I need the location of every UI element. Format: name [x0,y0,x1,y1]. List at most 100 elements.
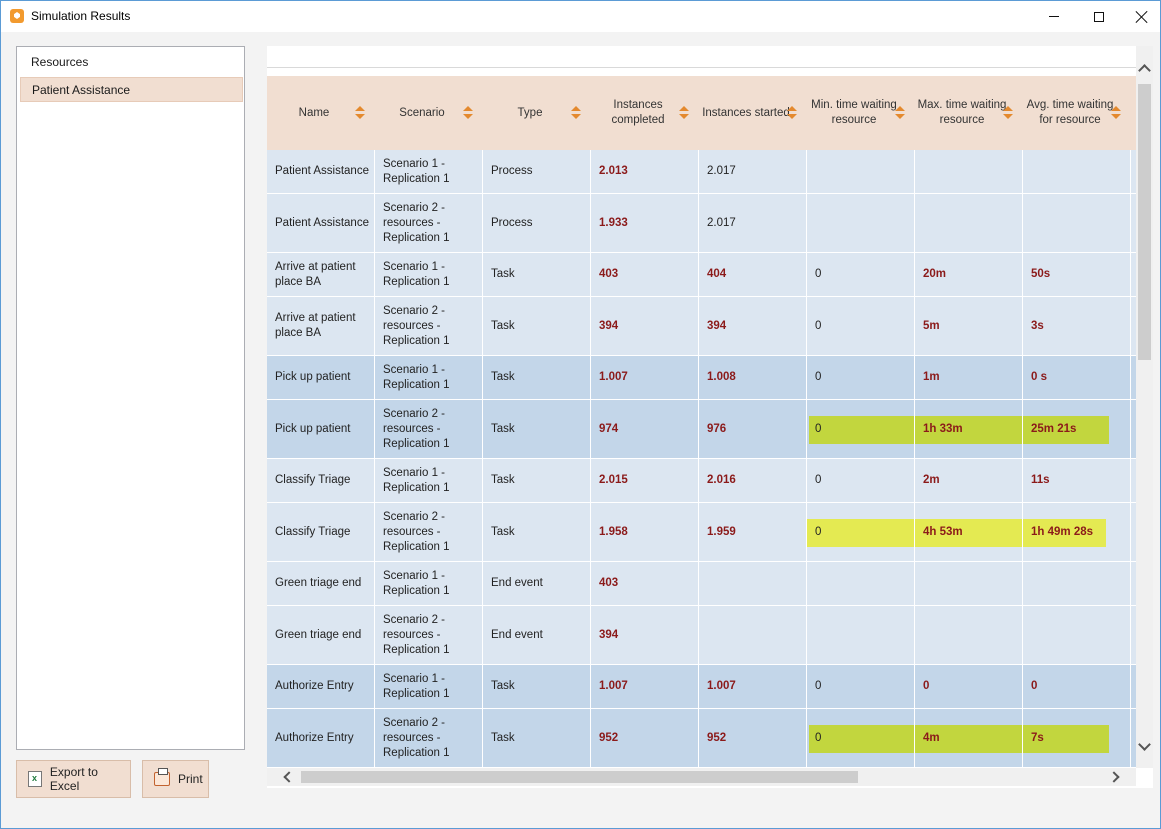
cell-completed: 1.007 [591,665,699,708]
cell-scenario: Scenario 1 - Replication 1 [375,356,483,399]
cell-max-wait [915,194,1023,252]
cell-scenario: Scenario 2 - resources - Replication 1 [375,400,483,458]
sort-icon[interactable] [787,106,797,120]
cell-avg-wait: 11s [1023,459,1131,502]
cell-min-wait [807,606,915,664]
table-row[interactable]: Authorize Entry Scenario 1 - Replication … [267,665,1137,708]
cell-type: Task [483,297,591,355]
column-header-label: Min. time waiting resource [811,99,897,126]
cell-started: 2.017 [699,194,807,252]
cell-max-wait: 4h 53m [915,503,1023,561]
cell-completed: 2.015 [591,459,699,502]
column-header-completed[interactable]: Instances completed [591,76,699,150]
highlight-band [809,725,1109,753]
column-header-label: Name [298,106,330,119]
sort-icon[interactable] [571,106,581,120]
app-logo-icon [10,9,24,23]
cell-min-wait: 0 [807,709,915,767]
sidebar-item-resources[interactable]: Resources [31,55,89,69]
cell-name: Pick up patient [267,356,375,399]
cell-type: Task [483,665,591,708]
column-header-type[interactable]: Type [483,76,591,150]
cell-scenario: Scenario 2 - resources - Replication 1 [375,606,483,664]
close-button[interactable] [1119,1,1161,32]
scroll-right-icon[interactable] [1108,771,1120,783]
minimize-button[interactable] [1031,1,1077,32]
cell-type: End event [483,562,591,605]
results-grid: Name Scenario Type Instances completed Insta… [267,46,1153,788]
table-row[interactable]: Arrive at patient place BA Scenario 1 - R… [267,253,1137,296]
table-row[interactable]: Arrive at patient place BA Scenario 2 - r… [267,297,1137,355]
cell-name: Arrive at patient place BA [267,253,375,296]
cell-max-wait [915,606,1023,664]
cell-name: Patient Assistance [267,194,375,252]
table-row[interactable]: Pick up patient Scenario 2 - resources - … [267,400,1137,458]
column-header-min-wait[interactable]: Min. time waiting resource [807,76,915,150]
cell-name: Arrive at patient place BA [267,297,375,355]
cell-avg-wait: 3s [1023,297,1131,355]
cell-name: Green triage end [267,562,375,605]
print-button[interactable]: Print [142,760,209,798]
cell-type: Task [483,400,591,458]
table-row[interactable]: Authorize Entry Scenario 2 - resources - … [267,709,1137,767]
cell-max-wait [915,562,1023,605]
excel-icon [28,771,42,787]
cell-scenario: Scenario 1 - Replication 1 [375,459,483,502]
cell-started: 394 [699,297,807,355]
column-header-avg-wait[interactable]: Avg. time waiting for resource [1023,76,1131,150]
cell-scenario: Scenario 2 - resources - Replication 1 [375,194,483,252]
cell-avg-wait: 7s [1023,709,1131,767]
table-row[interactable]: Green triage end Scenario 1 - Replication… [267,562,1137,605]
minimize-icon [1049,16,1059,17]
column-header-max-wait[interactable]: Max. time waiting resource [915,76,1023,150]
column-header-started[interactable]: Instances started [699,76,807,150]
column-header-name[interactable]: Name [267,76,375,150]
sort-icon[interactable] [463,106,473,120]
cell-min-wait: 0 [807,400,915,458]
cell-type: Process [483,150,591,193]
cell-avg-wait [1023,150,1131,193]
export-button-label: Export to Excel [49,765,98,793]
cell-type: Task [483,459,591,502]
cell-scenario: Scenario 2 - resources - Replication 1 [375,709,483,767]
sort-icon[interactable] [679,106,689,120]
cell-started: 1.008 [699,356,807,399]
cell-type: Process [483,194,591,252]
table-row[interactable]: Patient Assistance Scenario 2 - resources… [267,194,1137,252]
cell-min-wait [807,562,915,605]
horizontal-scroll-thumb[interactable] [301,771,858,783]
sort-icon[interactable] [1003,106,1013,120]
scroll-up-icon[interactable] [1138,64,1151,77]
cell-min-wait: 0 [807,297,915,355]
cell-type: Task [483,503,591,561]
sort-icon[interactable] [895,106,905,120]
table-row[interactable]: Pick up patient Scenario 1 - Replication … [267,356,1137,399]
vertical-scroll-thumb[interactable] [1138,84,1151,360]
cell-completed: 974 [591,400,699,458]
cell-type: Task [483,356,591,399]
maximize-button[interactable] [1076,1,1122,32]
sort-icon[interactable] [355,106,365,120]
cell-min-wait: 0 [807,665,915,708]
horizontal-scrollbar[interactable] [267,768,1136,786]
vertical-scrollbar[interactable] [1136,46,1153,768]
column-header-label: Scenario [399,106,445,119]
sort-icon[interactable] [1111,106,1121,120]
column-header-label: Instances completed [611,99,665,126]
cell-scenario: Scenario 1 - Replication 1 [375,562,483,605]
scroll-down-icon[interactable] [1138,738,1151,751]
cell-started: 952 [699,709,807,767]
cell-completed: 403 [591,253,699,296]
column-header-scenario[interactable]: Scenario [375,76,483,150]
cell-scenario: Scenario 1 - Replication 1 [375,665,483,708]
cell-completed: 394 [591,606,699,664]
table-row[interactable]: Patient Assistance Scenario 1 - Replicati… [267,150,1137,193]
table-row[interactable]: Green triage end Scenario 2 - resources -… [267,606,1137,664]
table-row[interactable]: Classify Triage Scenario 2 - resources - … [267,503,1137,561]
table-row[interactable]: Classify Triage Scenario 1 - Replication … [267,459,1137,502]
close-icon [1136,11,1148,23]
cell-max-wait: 1h 33m [915,400,1023,458]
export-to-excel-button[interactable]: Export to Excel [16,760,131,798]
scroll-left-icon[interactable] [283,771,295,783]
sidebar-item-patient-assistance[interactable]: Patient Assistance [20,77,243,102]
